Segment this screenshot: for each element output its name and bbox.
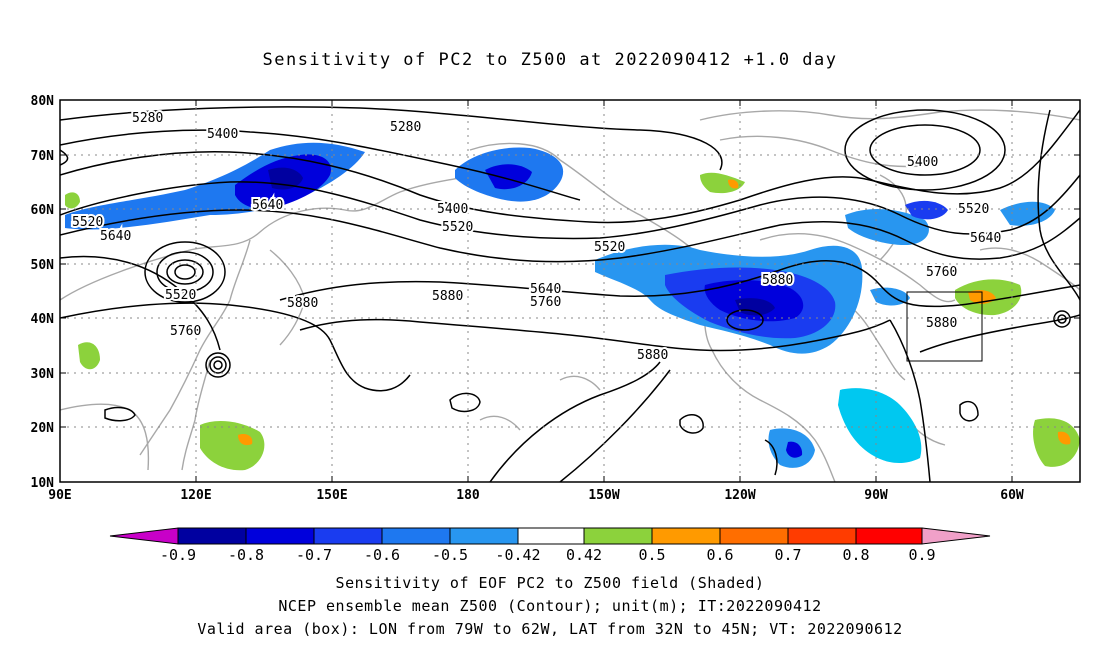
- longitude-labels: 90E 120E 150E 180 150W 120W 90W 60W: [48, 488, 1024, 503]
- chart-title: Sensitivity of PC2 to Z500 at 2022090412…: [262, 50, 838, 70]
- colorbar-high-triangle: [921, 527, 991, 545]
- colorbar-bin: [855, 527, 923, 545]
- contour-label: 5640: [252, 198, 283, 213]
- contour-label: 5400: [207, 127, 238, 142]
- lat-label: 70N: [31, 149, 55, 164]
- colorbar-tick: 0.7: [774, 546, 801, 564]
- contour-label: 5400: [437, 202, 468, 217]
- contour-label: 5640: [530, 282, 561, 297]
- lat-label: 60N: [31, 203, 55, 218]
- contour-label: 5520: [72, 215, 103, 230]
- z500-contours: [60, 106, 1080, 482]
- latitude-labels: 80N 70N 60N 50N 40N 30N 20N 10N: [31, 94, 55, 491]
- colorbar-tick: -0.9: [160, 546, 196, 564]
- contour-labels: 5280 5400 5280 5400 5640 5520 5640 5520 …: [70, 109, 1003, 365]
- map-border: [59, 99, 1081, 483]
- contour-label: 5880: [287, 296, 318, 311]
- contour-label: 5880: [762, 273, 793, 288]
- colorbar-bin: [651, 527, 721, 545]
- lat-label: 20N: [31, 421, 55, 436]
- colorbar-bin: [177, 527, 247, 545]
- colorbar-bin: [583, 527, 653, 545]
- colorbar-low-triangle: [109, 527, 179, 545]
- lon-label: 60W: [1000, 488, 1024, 503]
- lat-label: 40N: [31, 312, 55, 327]
- colorbar-tick: -0.8: [228, 546, 264, 564]
- contour-label: 5760: [530, 295, 561, 310]
- lat-label: 30N: [31, 367, 55, 382]
- lon-label: 90E: [48, 488, 71, 503]
- contour-label: 5880: [432, 289, 463, 304]
- colorbar-tick: -0.7: [296, 546, 332, 564]
- colorbar-bin: [313, 527, 383, 545]
- contour-label: 5520: [442, 220, 473, 235]
- colorbar-bin: [449, 527, 519, 545]
- colorbar: [109, 527, 991, 545]
- caption-line-3: Valid area (box): LON from 79W to 62W, L…: [197, 620, 903, 638]
- lon-label: 150E: [316, 488, 347, 503]
- contour-label: 5640: [100, 229, 131, 244]
- colorbar-bin: [719, 527, 789, 545]
- contour-label: 5760: [926, 265, 957, 280]
- caption-line-2: NCEP ensemble mean Z500 (Contour); unit(…: [278, 597, 822, 615]
- contour-label: 5280: [132, 111, 163, 126]
- colorbar-tick: 0.5: [638, 546, 665, 564]
- colorbar-bin: [787, 527, 857, 545]
- colorbar-tick: 0.6: [706, 546, 733, 564]
- contour-label: 5880: [926, 316, 957, 331]
- contour-label: 5520: [594, 240, 625, 255]
- colorbar-bin: [517, 527, 585, 545]
- colorbar-tick: 0.9: [908, 546, 935, 564]
- lon-label: 120W: [724, 488, 755, 503]
- lon-label: 90W: [864, 488, 888, 503]
- lon-label: 120E: [180, 488, 211, 503]
- lat-label: 80N: [31, 94, 55, 109]
- colorbar-tick: 0.8: [842, 546, 869, 564]
- contour-label: 5400: [907, 155, 938, 170]
- contour-label: 5880: [637, 348, 668, 363]
- valid-area-box: [906, 291, 983, 362]
- contour-label: 5520: [958, 202, 989, 217]
- colorbar-tick-labels: -0.9 -0.8 -0.7 -0.6 -0.5 -0.42 0.42 0.5 …: [160, 546, 936, 564]
- contour-label: 5520: [165, 288, 196, 303]
- contour-label: 5280: [390, 120, 421, 135]
- caption-line-1: Sensitivity of EOF PC2 to Z500 field (Sh…: [335, 574, 765, 592]
- axis-ticks: [59, 99, 1080, 483]
- colorbar-tick: 0.42: [566, 546, 602, 564]
- contour-label: 5640: [970, 231, 1001, 246]
- lon-label: 180: [456, 488, 480, 503]
- sensitivity-shading: [65, 142, 1080, 471]
- colorbar-tick: -0.5: [432, 546, 468, 564]
- colorbar-tick: -0.42: [495, 546, 540, 564]
- colorbar-bin: [381, 527, 451, 545]
- colorbar-tick: -0.6: [364, 546, 400, 564]
- colorbar-bin: [245, 527, 315, 545]
- map-grid: [60, 100, 1080, 482]
- lat-label: 50N: [31, 258, 55, 273]
- lon-label: 150W: [588, 488, 619, 503]
- lat-label: 10N: [31, 476, 55, 491]
- contour-label: 5760: [170, 324, 201, 339]
